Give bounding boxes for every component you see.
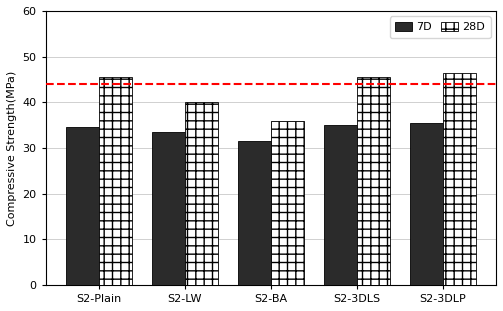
Bar xyxy=(357,77,389,285)
Bar xyxy=(66,128,99,285)
Bar xyxy=(185,102,217,285)
Y-axis label: Compressive Strength(MPa): Compressive Strength(MPa) xyxy=(7,70,17,225)
Bar xyxy=(271,121,303,285)
Bar xyxy=(410,123,443,285)
Legend: 7D, 28D: 7D, 28D xyxy=(390,16,490,38)
Bar xyxy=(443,72,475,285)
Bar xyxy=(238,141,271,285)
Bar xyxy=(324,125,357,285)
Bar xyxy=(99,77,131,285)
Bar xyxy=(152,132,185,285)
